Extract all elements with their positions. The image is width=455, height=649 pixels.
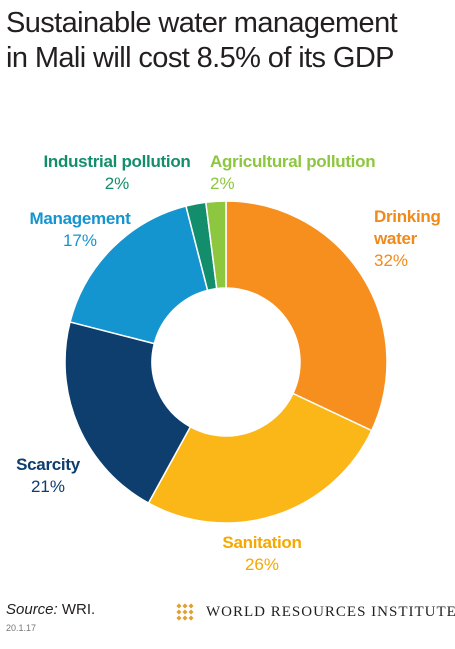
logo-dot	[188, 603, 194, 609]
wri-logo-text: WORLD RESOURCES INSTITUTE	[206, 603, 455, 620]
slice-label-name: Agricultural pollution	[210, 152, 376, 171]
logo-dot	[182, 615, 188, 621]
wri-logo: WORLD RESOURCES INSTITUTE	[172, 598, 455, 626]
slice-label-name: Sanitation	[222, 533, 302, 552]
slice-label-scarcity: Scarcity 21%	[16, 454, 80, 498]
slice-drinking-water	[225, 200, 388, 432]
slice-label-sanitation: Sanitation 26%	[222, 532, 301, 576]
logo-dot	[182, 603, 188, 609]
chart-title: Sustainable water management in Mali wil…	[6, 6, 451, 76]
donut-chart	[64, 200, 388, 524]
slice-scarcity	[64, 321, 192, 505]
slice-label-industrial-pollution: Industrial pollution 2%	[44, 151, 191, 195]
logo-dot	[176, 615, 182, 621]
chart-title-line: Sustainable water management	[6, 7, 398, 39]
slice-label-name: water	[374, 229, 417, 248]
slice-label-value: 32%	[374, 251, 409, 270]
slice-label-management: Management 17%	[30, 208, 131, 252]
source-note: Source: WRI.	[6, 601, 95, 618]
logo-dot	[176, 609, 182, 615]
logo-dot	[188, 615, 194, 621]
slice-label-value: 2%	[210, 174, 235, 193]
wri-logo-icon	[176, 603, 194, 621]
chart-title-line: in Mali will cost 8.5% of its GDP	[6, 42, 395, 74]
slice-sanitation	[147, 392, 373, 524]
slice-label-name: Industrial pollution	[43, 152, 191, 171]
slice-label-value: 26%	[244, 555, 280, 574]
slice-label-drinking-water: Drinking water 32%	[374, 206, 441, 272]
source-label: Source:	[6, 601, 58, 618]
slice-label-name: Scarcity	[16, 455, 80, 474]
logo-dot	[188, 609, 194, 615]
slice-label-value: 17%	[62, 231, 98, 250]
slice-label-name: Management	[29, 209, 131, 228]
source-text: WRI.	[57, 601, 96, 618]
logo-dot	[182, 609, 188, 615]
slice-label-agricultural-pollution: Agricultural pollution 2%	[210, 151, 376, 195]
slice-label-value: 21%	[30, 477, 66, 496]
slice-label-name: Drinking	[374, 207, 441, 226]
logo-dot	[176, 603, 182, 609]
slice-management	[69, 205, 209, 345]
figure-code: 20.1.17	[6, 623, 37, 633]
slice-agricultural-pollution	[204, 200, 227, 290]
slice-label-value: 2%	[104, 174, 130, 193]
